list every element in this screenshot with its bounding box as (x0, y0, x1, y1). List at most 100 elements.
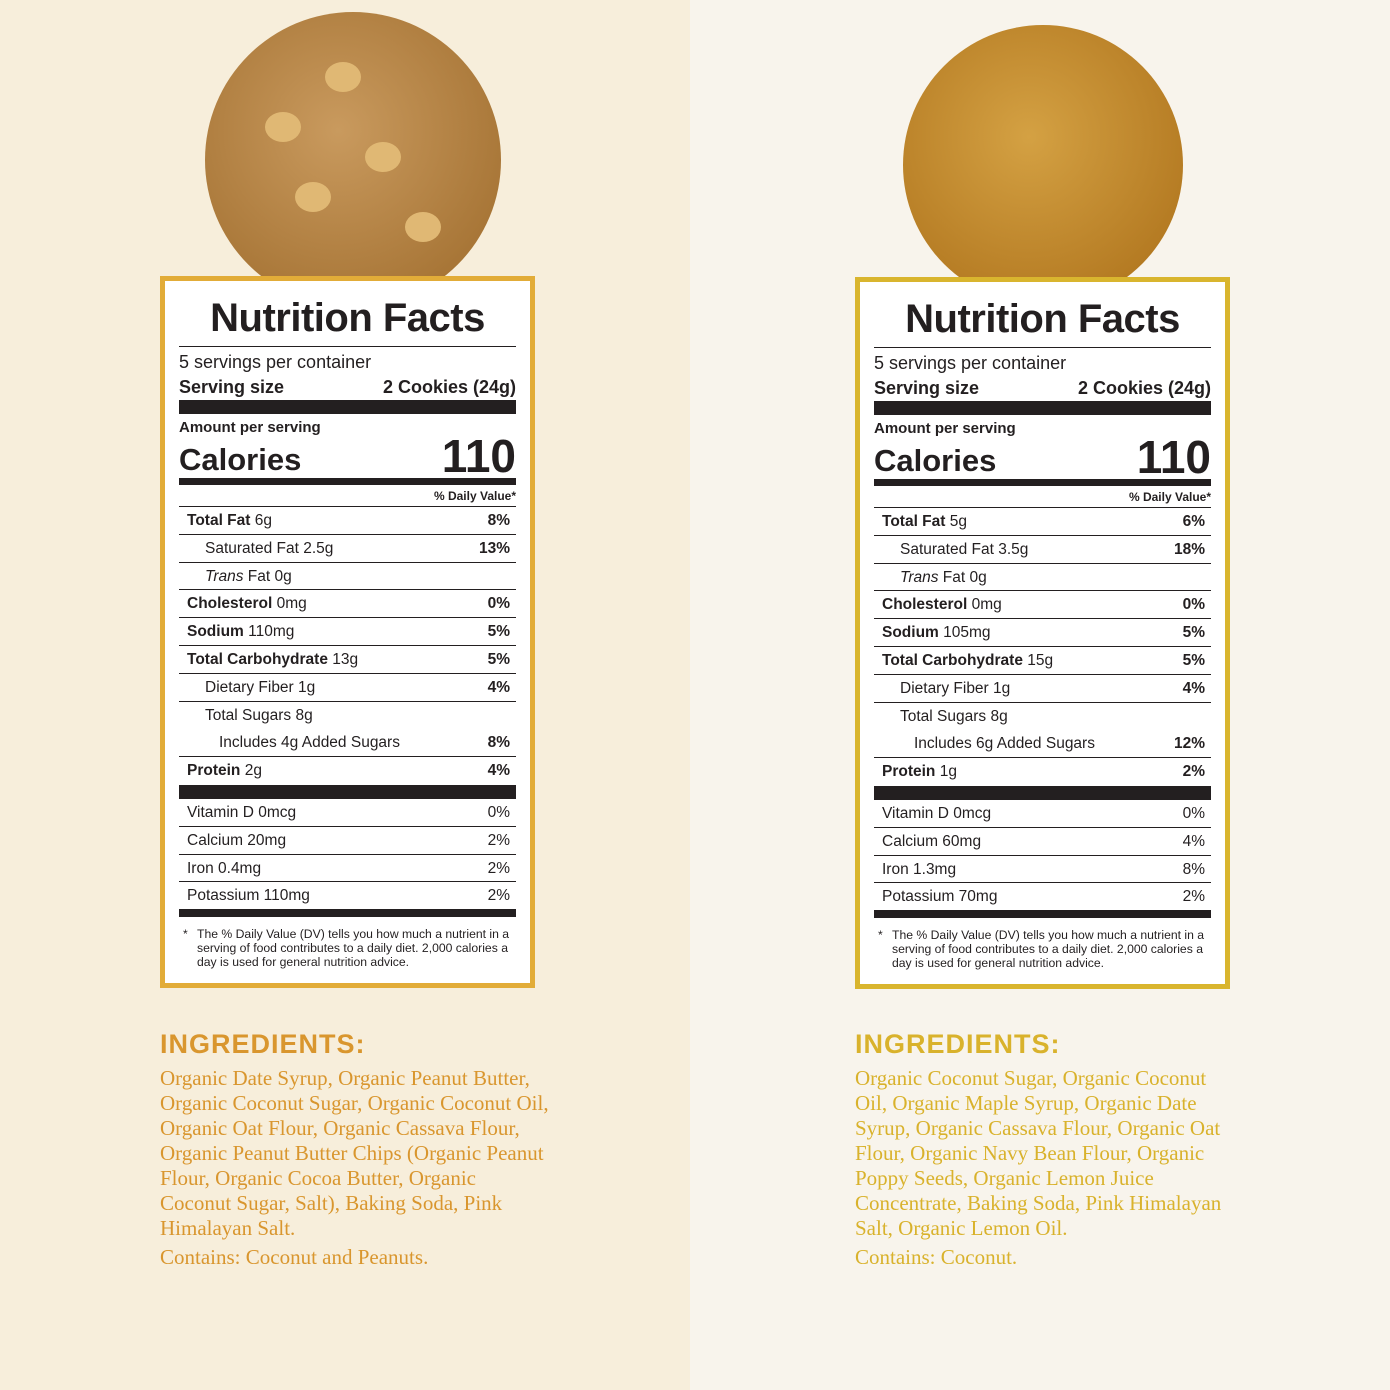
nutrient-label: Sodium 105mg (882, 619, 991, 646)
calories-value: 110 (441, 430, 516, 482)
nutrient-amount: 13g (327, 650, 359, 668)
nutrient-row: Total Sugars 8g (874, 703, 1211, 731)
nutrient-row: Dietary Fiber 1g 4% (179, 674, 516, 702)
vitamin-daily-value: 4% (1182, 832, 1205, 850)
nutrition-facts-label: Nutrition Facts 5 servings per container S… (160, 276, 535, 988)
ingredients-heading: INGREDIENTS: (160, 1029, 366, 1059)
nutrient-label: Total Fat 6g (187, 507, 272, 534)
nutrient-row: Dietary Fiber 1g 4% (874, 675, 1211, 703)
daily-value-header: % Daily Value* (179, 485, 516, 507)
vitamin-row: Vitamin D 0mcg 0% (874, 800, 1211, 828)
nutrient-row: Includes 4g Added Sugars 8% (179, 729, 516, 758)
vitamin-row: Calcium 60mg 4% (874, 828, 1211, 856)
nutrient-amount: Fat 0g (938, 568, 987, 586)
nutrient-row: Includes 6g Added Sugars 12% (874, 730, 1211, 759)
nutrient-label: Includes 4g Added Sugars (219, 729, 400, 756)
vitamin-row: Calcium 20mg 2% (179, 827, 516, 855)
nutrient-label: Includes 6g Added Sugars (914, 730, 1095, 757)
nutrient-amount: Includes 6g Added Sugars (914, 735, 1095, 753)
allergen-statement: Contains: Coconut and Peanuts. (160, 1245, 429, 1269)
nutrient-label: Total Fat 5g (882, 508, 967, 535)
nutrient-row: Total Sugars 8g (179, 702, 516, 730)
nutrient-daily-value: 4% (487, 678, 510, 696)
medium-divider (179, 910, 516, 918)
nutrient-amount: Total Sugars 8g (205, 706, 313, 724)
nutrient-daily-value: 4% (487, 762, 510, 780)
lemon-poppy-seed-cookie-icon (903, 25, 1183, 305)
vitamin-row: Potassium 70mg 2% (874, 883, 1211, 912)
nutrient-row: Total Fat 6g 8% (179, 507, 516, 535)
nutrient-label: Total Carbohydrate 13g (187, 646, 358, 673)
medium-divider (874, 911, 1211, 919)
nutrient-label: Saturated Fat 2.5g (205, 535, 333, 562)
vitamin-label: Potassium 70mg (882, 888, 998, 906)
nutrient-amount: Includes 4g Added Sugars (219, 734, 400, 752)
calories-value: 110 (1136, 431, 1211, 483)
amount-per-serving: Amount per serving (874, 420, 1016, 437)
nutrient-row: Cholesterol 0mg 0% (179, 590, 516, 619)
serving-size-value: 2 Cookies (24g) (382, 377, 516, 397)
nutrient-row: Trans Fat 0g (179, 563, 516, 591)
serving-size-row: Serving size 2 Cookies (24g) (874, 375, 1211, 401)
vitamin-label: Potassium 110mg (187, 887, 310, 905)
nutrient-row: Cholesterol 0mg 0% (874, 591, 1211, 620)
vitamin-daily-value: 2% (1182, 888, 1205, 906)
nutrient-amount: 2g (240, 762, 262, 780)
nutrient-amount: Saturated Fat 3.5g (900, 540, 1029, 558)
nutrient-daily-value: 2% (1182, 763, 1205, 781)
chip-icon (365, 142, 401, 172)
nutrient-daily-value: 5% (487, 623, 510, 641)
vitamin-row: Vitamin D 0mcg 0% (179, 799, 516, 827)
asterisk-icon: * (878, 928, 883, 943)
vitamin-label: Vitamin D 0mcg (882, 804, 992, 822)
medium-divider (874, 479, 1211, 486)
nutrient-daily-value: 12% (1173, 735, 1205, 753)
vitamin-daily-value: 0% (487, 803, 510, 821)
nutrient-name: Cholesterol (882, 596, 968, 614)
footnote-text: The % Daily Value (DV) tells you how muc… (892, 928, 1205, 971)
footnote-text: The % Daily Value (DV) tells you how muc… (197, 927, 510, 970)
asterisk-icon: * (183, 927, 188, 942)
nutrient-label: Total Sugars 8g (900, 703, 1008, 731)
nutrient-amount: 110mg (243, 623, 295, 641)
nutrient-amount: Saturated Fat 2.5g (205, 539, 334, 557)
vitamin-row: Iron 0.4mg 2% (179, 855, 516, 883)
label-title: Nutrition Facts (179, 289, 516, 347)
nutrient-row: Sodium 110mg 5% (179, 618, 516, 646)
nutrient-row: Sodium 105mg 5% (874, 619, 1211, 647)
nutrient-amount: Dietary Fiber 1g (900, 679, 1011, 697)
nutrient-label: Protein 1g (882, 758, 957, 786)
nutrient-daily-value: 8% (487, 512, 510, 529)
nutrient-amount: 15g (1022, 651, 1054, 669)
vitamin-row: Potassium 110mg 2% (179, 882, 516, 911)
nutrient-label: Cholesterol 0mg (882, 591, 1002, 618)
vitamin-label: Calcium 60mg (882, 832, 982, 850)
vitamin-daily-value: 2% (487, 859, 510, 877)
nutrient-daily-value: 5% (487, 650, 510, 668)
nutrient-row: Total Fat 5g 6% (874, 508, 1211, 536)
nutrition-facts-label: Nutrition Facts 5 servings per container S… (855, 277, 1230, 989)
nutrient-amount: 0mg (967, 596, 1002, 614)
nutrient-label: Total Sugars 8g (205, 702, 313, 730)
nutrient-row: Total Carbohydrate 13g 5% (179, 646, 516, 674)
nutrient-amount: Total Sugars 8g (900, 707, 1008, 725)
nutrient-amount: 0mg (272, 595, 307, 613)
nutrient-name: Cholesterol (187, 595, 273, 613)
nutrient-daily-value: 0% (1182, 596, 1205, 614)
nutrient-amount: Fat 0g (243, 567, 292, 585)
ingredients-section: INGREDIENTS: Organic Coconut Sugar, Organ… (855, 1028, 1240, 1270)
nutrient-name: Sodium (882, 624, 939, 642)
nutrient-amount: 1g (935, 763, 957, 781)
vitamin-daily-value: 0% (1182, 804, 1205, 822)
servings-per-container: 5 servings per container (179, 352, 372, 372)
ingredients-heading: INGREDIENTS: (855, 1029, 1061, 1059)
daily-value-header: % Daily Value* (874, 486, 1211, 508)
vitamin-label: Vitamin D 0mcg (187, 803, 297, 821)
calories-row: Calories 110 (874, 431, 1211, 483)
chip-icon (325, 62, 361, 92)
nutrient-name: Sodium (187, 623, 244, 641)
servings-per-container: 5 servings per container (874, 353, 1067, 373)
left-product-panel: Nutrition Facts 5 servings per container S… (0, 0, 690, 1390)
nutrient-amount: 105mg (938, 624, 991, 642)
thick-divider (874, 401, 1211, 415)
